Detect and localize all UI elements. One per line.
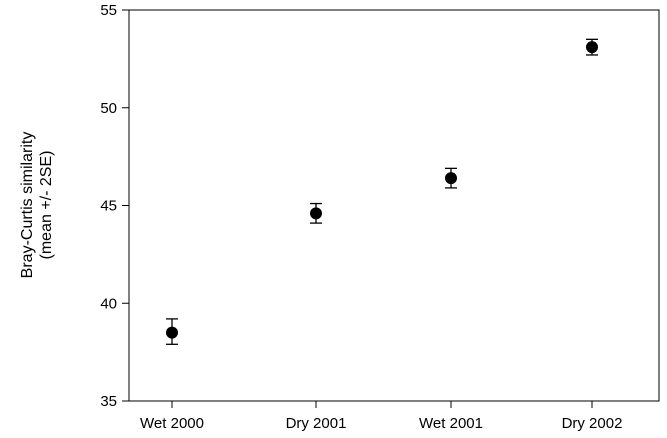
y-tick-label: 50 (100, 100, 117, 117)
y-tick-label: 45 (100, 198, 117, 215)
y-axis-title-line-1: Bray-Curtis similarity (19, 132, 36, 279)
data-point (586, 41, 598, 54)
x-tick-label: Dry 2001 (286, 415, 347, 432)
y-tick-label: 40 (100, 295, 117, 312)
x-tick-label: Wet 2001 (419, 415, 483, 432)
y-axis-title-line-2: (mean +/- 2SE) (38, 151, 55, 260)
data-point (166, 326, 178, 339)
plot-frame (128, 9, 660, 402)
x-tick-label: Wet 2000 (140, 415, 204, 432)
data-point (445, 172, 457, 185)
x-tick-label: Dry 2002 (562, 415, 623, 432)
data-point (310, 207, 322, 220)
y-tick-label: 55 (100, 2, 117, 19)
y-tick-label: 35 (100, 393, 117, 410)
